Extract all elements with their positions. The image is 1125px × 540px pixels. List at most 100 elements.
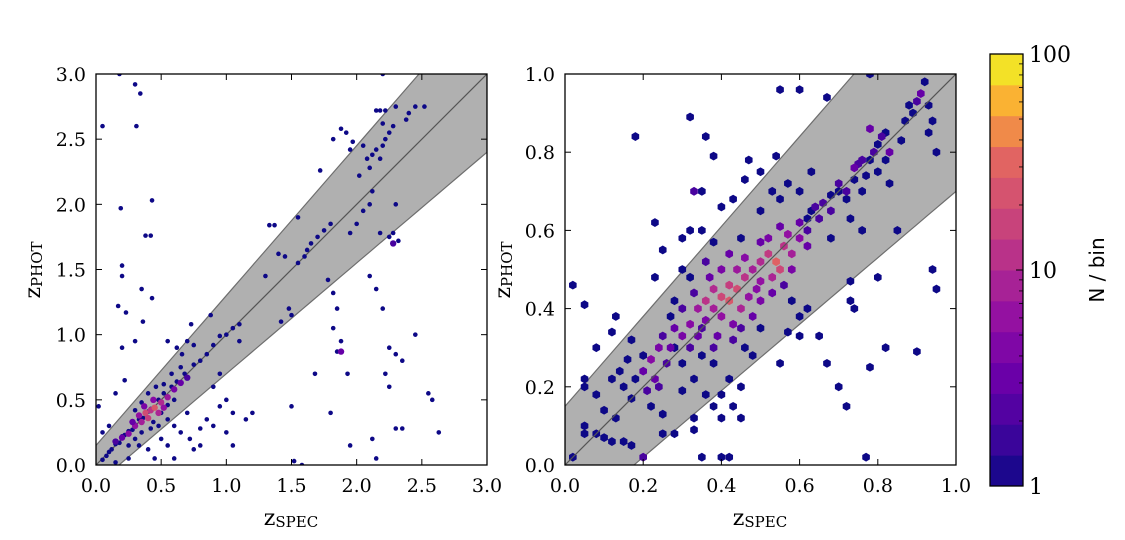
scatter-point <box>152 456 157 461</box>
scatter-point <box>295 215 301 220</box>
right-x-ticks: 0.0 0.2 0.4 0.6 0.8 1.0 <box>550 74 971 497</box>
scatter-point <box>217 371 223 377</box>
scatter-point <box>286 306 292 311</box>
hexbin-cell <box>741 253 749 263</box>
y-tick-label: 0.0 <box>56 455 86 477</box>
hexbin-cell <box>756 206 765 216</box>
scatter-point <box>393 426 399 431</box>
hexbin-cell <box>815 331 823 341</box>
hexbin-cell <box>651 272 659 282</box>
scatter-point-dense <box>337 348 345 355</box>
scatter-point <box>278 319 284 324</box>
x-tick-label: 0.4 <box>706 475 736 497</box>
hexbin-cell <box>725 249 734 259</box>
left-x-ticks: 0.0 0.5 1.0 1.5 2.0 2.5 3.0 <box>81 74 502 497</box>
hexbin-cell <box>846 276 855 286</box>
colorbar-step <box>990 270 1023 302</box>
hexbin-cell <box>807 167 816 177</box>
scatter-point <box>393 202 399 207</box>
hexbin-cell <box>569 280 577 290</box>
scatter-point-dense <box>125 430 132 437</box>
right-axes-frame <box>564 73 957 466</box>
hexbin-cell <box>701 296 710 306</box>
hexbin-cell <box>795 233 804 243</box>
hexbin-cell <box>608 327 616 337</box>
hexbin-cell <box>764 249 773 259</box>
scatter-point <box>104 453 109 459</box>
colorbar-tick-label: 1 <box>1029 475 1043 500</box>
scatter-point <box>100 123 105 129</box>
scatter-point <box>119 345 125 351</box>
scatter-point <box>100 457 105 463</box>
hexbin-cell <box>858 186 866 196</box>
x-tick-label: 0.6 <box>784 475 814 497</box>
hexbin-cell <box>627 335 636 345</box>
hexbin-cell <box>580 421 589 431</box>
colorbar: 1 10 100 N / bin <box>989 43 1109 500</box>
hexbin-cell <box>928 116 937 126</box>
hexbin-cell <box>768 288 777 298</box>
hexbin-cell <box>815 214 823 224</box>
x-tick-label: 0.5 <box>146 475 176 497</box>
hexbin-cell <box>670 296 679 306</box>
hexbin-cell <box>623 355 632 364</box>
hexbin-cell <box>866 74 874 79</box>
hexbin-cell <box>658 245 667 255</box>
scatter-point <box>179 351 185 357</box>
scatter-point <box>406 110 412 116</box>
hexbin-cell <box>764 233 773 243</box>
x-tick-label: 2.5 <box>407 475 437 497</box>
hexbin-cell <box>811 202 820 212</box>
scatter-point <box>122 377 127 383</box>
right-hexbin-panel: 0.0 0.2 0.4 0.6 0.8 1.0 0.00.20.40.60.81.0 zS… <box>491 64 971 531</box>
scatter-point <box>115 303 121 309</box>
hexbin-cell <box>690 374 698 384</box>
hexbin-cell <box>846 296 855 306</box>
hexbin-cell <box>858 155 866 165</box>
scatter-point <box>377 156 383 162</box>
hexbin-cell <box>741 272 749 282</box>
y-tick-label: 1.0 <box>56 325 86 347</box>
hexbin-cell <box>873 167 882 177</box>
hexbin-cell <box>647 401 655 411</box>
hexbin-cell <box>631 374 640 384</box>
scatter-point <box>289 404 294 409</box>
colorbar-step <box>990 331 1023 364</box>
scatter-point <box>197 443 203 448</box>
hexbin-cell <box>744 292 753 302</box>
hexbin-cell <box>827 233 835 243</box>
hexbin-cell <box>639 366 648 376</box>
hexbin-cell <box>612 312 620 321</box>
x-tick-label: 0.0 <box>81 475 111 497</box>
scatter-point <box>282 254 288 259</box>
scatter-point <box>208 312 213 318</box>
x-tick-label: 0.0 <box>550 475 580 497</box>
hexbin-cell <box>873 272 882 282</box>
scatter-point <box>360 143 366 148</box>
hexbin-cell <box>787 296 796 306</box>
scatter-point <box>354 221 359 227</box>
scatter-point <box>184 338 190 344</box>
scatter-point <box>139 286 144 292</box>
scatter-point <box>126 456 131 461</box>
scatter-point <box>386 130 392 135</box>
scatter-point <box>345 371 350 377</box>
y-tick-label: 1.5 <box>56 260 86 282</box>
scatter-point <box>347 230 353 236</box>
scatter-point <box>383 136 388 142</box>
scatter-point <box>413 104 418 109</box>
hexbin-cell <box>780 280 788 290</box>
hexbin-cell <box>717 413 726 423</box>
hexbin-cell <box>627 441 636 450</box>
scatter-point <box>148 233 154 238</box>
hexbin-cell <box>709 304 718 313</box>
hexbin-cell <box>698 351 706 360</box>
left-y-axis-label: zPHOT <box>21 241 46 298</box>
hexbin-cell <box>803 304 812 313</box>
scatter-point <box>263 273 268 279</box>
hexbin-cell <box>842 186 851 196</box>
hexbin-cell <box>842 401 851 411</box>
scatter-point-dense <box>157 399 165 406</box>
scatter-point <box>132 338 138 344</box>
hexbin-cell <box>850 304 859 313</box>
